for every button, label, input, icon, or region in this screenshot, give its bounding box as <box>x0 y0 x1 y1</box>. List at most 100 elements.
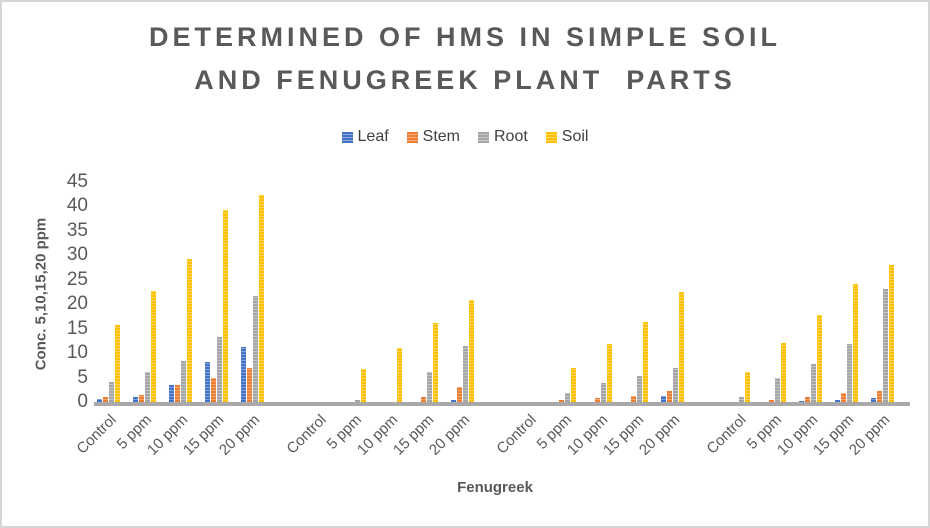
bar-root <box>108 382 114 402</box>
bar-soil <box>852 283 858 402</box>
bar-leaf <box>96 398 102 402</box>
bar-leaf <box>660 396 666 402</box>
bar-stem <box>210 377 216 402</box>
category-cell-5-ppm: 5 ppm <box>744 182 792 453</box>
chart-title: DETERMINED OF HMS IN SIMPLE SOIL AND FEN… <box>2 16 928 102</box>
y-tick-label: 45 <box>66 171 88 192</box>
bar-stem <box>594 398 600 402</box>
bar-leaf <box>798 400 804 402</box>
category-cell-20-ppm: 20 ppm <box>216 182 270 459</box>
bar-root <box>426 371 432 402</box>
bar-soil <box>360 368 366 402</box>
bar-leaf <box>168 384 174 402</box>
bar-root <box>600 382 606 402</box>
bar-cluster <box>240 182 264 402</box>
legend-label-soil: Soil <box>561 128 589 145</box>
x-category-label: Control <box>493 411 540 458</box>
bar-group-2: Control 5 ppm 10 ppm 15 ppm 20 ppm <box>283 182 480 459</box>
bar-cluster <box>415 182 438 402</box>
bar-cluster <box>379 182 402 402</box>
legend-label-stem: Stem <box>422 128 460 145</box>
chart-title-line1: DETERMINED OF HMS IN SIMPLE SOIL <box>148 22 782 52</box>
category-cell-15-ppm: 15 ppm <box>810 182 864 459</box>
bar-soil <box>642 322 648 402</box>
bar-root <box>636 376 642 402</box>
bar-stem <box>138 394 144 402</box>
category-cell-10-ppm: 10 ppm <box>564 182 618 459</box>
bar-root <box>462 346 468 402</box>
x-axis-title: Fenugreek <box>457 479 533 496</box>
y-tick-label: 15 <box>66 317 88 339</box>
bar-cluster <box>870 182 894 402</box>
bar-root <box>216 337 222 402</box>
category-cell-5-ppm: 5 ppm <box>324 182 372 453</box>
bar-leaf <box>204 362 210 402</box>
bar-cluster <box>727 182 750 402</box>
bar-soil <box>186 258 192 402</box>
y-tick-label: 5 <box>77 366 88 388</box>
category-cell-20-ppm: 20 ppm <box>636 182 690 459</box>
category-cell-15-ppm: 15 ppm <box>600 182 654 459</box>
bar-soil <box>468 300 474 402</box>
x-category-label: Control <box>73 411 120 458</box>
bar-cluster <box>96 182 120 402</box>
bar-root <box>882 288 888 402</box>
bar-soil <box>816 315 822 402</box>
legend-swatch-root-icon <box>478 131 489 143</box>
y-tick-label: 10 <box>66 342 88 364</box>
legend-swatch-leaf-icon <box>341 131 353 143</box>
y-tick-label: 0 <box>77 391 88 412</box>
bar-root <box>252 296 258 402</box>
category-cell-10-ppm: 10 ppm <box>144 182 198 459</box>
legend-label-root: Root <box>494 128 528 145</box>
bar-soil <box>744 372 750 402</box>
bar-soil <box>432 323 438 402</box>
bar-stem <box>630 396 636 402</box>
legend-item-leaf: Leaf <box>341 128 389 146</box>
legend-swatch-stem-icon <box>406 131 418 143</box>
bar-root <box>774 377 780 402</box>
bar-stem <box>876 390 882 402</box>
bar-cluster <box>168 182 192 402</box>
category-cell-control: Control <box>283 182 336 457</box>
legend-item-stem: Stem <box>406 128 460 146</box>
bar-group-1: Control 5 ppm 10 ppm 15 ppm 20 ppm <box>73 182 270 459</box>
bar-leaf <box>132 396 138 402</box>
bar-cluster <box>589 182 612 402</box>
bar-cluster <box>763 182 786 402</box>
y-tick-label: 35 <box>66 219 88 241</box>
y-tick-label: 40 <box>66 195 88 217</box>
bar-root <box>564 393 570 402</box>
legend-item-soil: Soil <box>545 128 589 146</box>
bar-leaf <box>450 399 456 402</box>
bar-leaf <box>870 397 876 402</box>
x-category-label: Control <box>283 411 330 458</box>
bar-stem <box>420 397 426 402</box>
y-tick-label: 20 <box>66 293 88 315</box>
bar-leaf <box>834 400 840 402</box>
bar-root <box>144 371 150 402</box>
bar-cluster <box>553 182 576 402</box>
bar-cluster <box>307 182 330 402</box>
legend: Leaf Stem Root Soil <box>2 128 928 146</box>
bar-cluster <box>834 182 858 402</box>
y-tick-label: 30 <box>66 244 88 266</box>
bar-soil <box>570 367 576 402</box>
bar-leaf <box>240 347 246 402</box>
bar-stem <box>768 400 774 402</box>
bar-root <box>672 367 678 402</box>
category-cell-control: Control <box>703 182 756 458</box>
legend-item-root: Root <box>478 128 528 146</box>
category-cell-20-ppm: 20 ppm <box>426 182 480 459</box>
x-category-label: Control <box>703 411 750 458</box>
bar-stem <box>840 393 846 402</box>
bar-stem <box>666 391 672 402</box>
bar-stem <box>102 396 108 402</box>
bar-root <box>738 396 744 402</box>
category-cell-5-ppm: 5 ppm <box>114 182 162 453</box>
bar-root <box>810 363 816 402</box>
bar-soil <box>150 290 156 402</box>
bar-soil <box>780 343 786 402</box>
legend-label-leaf: Leaf <box>357 128 389 145</box>
